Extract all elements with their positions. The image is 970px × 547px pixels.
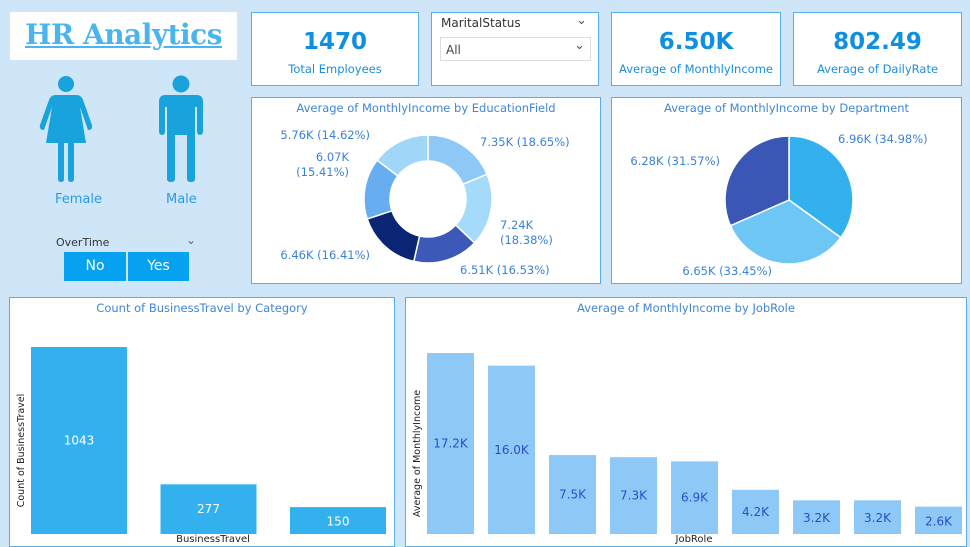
- data-label: 6.28K (31.57%): [630, 154, 720, 168]
- chart-title: Average of MonthlyIncome by EducationFie…: [296, 101, 556, 115]
- x-axis-title: BusinessTravel: [176, 534, 250, 545]
- bar[interactable]: [854, 500, 901, 534]
- bar-label: 3.2K: [803, 511, 831, 525]
- total-employees-card: 1470 Total Employees: [251, 12, 419, 86]
- jobrole-bar-chart: 17.2K 16.0K 7.5K 7.3K 6.9K 4.2K 3.2K 3.2K 2.6K Jo…: [412, 353, 962, 545]
- avg-monthly-income-card: 6.50K Average of MonthlyIncome: [611, 12, 781, 86]
- education-slice[interactable]: [376, 134, 429, 177]
- department-slice[interactable]: [788, 135, 854, 239]
- bar[interactable]: [31, 347, 127, 534]
- data-label: 6.46K (16.41%): [280, 248, 370, 262]
- data-label: 7.35K (18.65%): [480, 135, 570, 149]
- education-donut-chart: 7.35K (18.65%) 7.24K(18.38%) 6.51K (16.53%…: [280, 128, 570, 277]
- bar-label: 3.2K: [864, 511, 892, 525]
- report-title: HR Analytics: [10, 12, 237, 60]
- y-axis-title: Count of BusinessTravel: [16, 394, 27, 508]
- chevron-down-icon[interactable]: ⌄: [186, 233, 197, 247]
- bar-label: 7.3K: [620, 489, 648, 503]
- kpi-label: Average of DailyRate: [816, 62, 939, 76]
- chart-title: Count of BusinessTravel by Category: [96, 301, 308, 315]
- chart-title: Average of MonthlyIncome by JobRole: [577, 301, 795, 315]
- bar[interactable]: [915, 506, 962, 534]
- kpi-value: 6.50K: [658, 29, 734, 55]
- bar[interactable]: [732, 489, 779, 534]
- department-slice[interactable]: [729, 199, 842, 265]
- marital-status-dropdown[interactable]: All ⌄: [440, 37, 591, 61]
- chart-title: Average of MonthlyIncome by Department: [664, 101, 909, 115]
- bar-label: 4.2K: [742, 505, 770, 519]
- x-axis-title: JobRole: [675, 534, 713, 545]
- slicer-label: MaritalStatus: [441, 16, 521, 30]
- data-label: (18.38%): [500, 233, 553, 247]
- data-label: 6.07K: [316, 150, 350, 164]
- male-label: Male: [166, 192, 197, 207]
- data-label: (15.41%): [296, 165, 349, 179]
- jobrole-panel: Average of MonthlyIncome by JobRole 17.2…: [405, 297, 967, 547]
- department-slice[interactable]: [724, 135, 790, 227]
- data-label: 6.51K (16.53%): [460, 263, 550, 277]
- overtime-label: OverTime: [56, 236, 110, 249]
- bar[interactable]: [488, 365, 535, 534]
- male-icon[interactable]: [157, 75, 205, 183]
- female-icon[interactable]: [38, 75, 94, 183]
- education-slice[interactable]: [427, 134, 488, 186]
- bar-label: 16.0K: [494, 443, 530, 457]
- data-label: 5.76K (14.62%): [280, 128, 370, 142]
- business-travel-bar-chart: 1043 277 150 BusinessTravel Count of Busines…: [16, 347, 386, 545]
- chevron-down-icon[interactable]: ⌄: [576, 13, 587, 28]
- kpi-value: 1470: [302, 29, 367, 55]
- department-pie-chart: 6.96K (34.98%) 6.65K (33.45%) 6.28K (31.57…: [630, 132, 928, 278]
- bar-label: 17.2K: [433, 437, 469, 451]
- bar-label: 6.9K: [681, 491, 709, 505]
- education-slice[interactable]: [366, 209, 421, 263]
- bar[interactable]: [427, 353, 474, 534]
- chevron-down-icon: ⌄: [574, 38, 585, 53]
- kpi-label: Total Employees: [288, 62, 382, 76]
- overtime-no-button[interactable]: No: [64, 252, 126, 281]
- education-donut-panel: Average of MonthlyIncome by EducationFie…: [251, 97, 601, 284]
- bar-label: 1043: [64, 434, 95, 448]
- female-label: Female: [55, 192, 103, 207]
- data-label: 6.96K (34.98%): [838, 132, 928, 146]
- department-pie-panel: Average of MonthlyIncome by Department 6…: [611, 97, 962, 284]
- avg-daily-rate-card: 802.49 Average of DailyRate: [793, 12, 962, 86]
- data-label: 6.65K (33.45%): [682, 264, 772, 278]
- overtime-yes-button[interactable]: Yes: [128, 252, 189, 281]
- data-label: 7.24K: [500, 218, 534, 232]
- bar-label: 150: [327, 515, 350, 529]
- bar[interactable]: [290, 507, 386, 534]
- bar-label: 2.6K: [925, 514, 953, 528]
- bar-label: 277: [197, 502, 220, 516]
- bar-label: 7.5K: [559, 488, 587, 502]
- y-axis-title: Average of MonthlyIncome: [412, 390, 423, 517]
- business-travel-panel: Count of BusinessTravel by Category 1043…: [9, 297, 395, 547]
- bar[interactable]: [610, 457, 657, 534]
- bar[interactable]: [671, 461, 718, 534]
- kpi-label: Average of MonthlyIncome: [619, 62, 773, 76]
- bar[interactable]: [160, 484, 257, 534]
- bar[interactable]: [793, 500, 840, 534]
- kpi-value: 802.49: [833, 29, 922, 55]
- bar[interactable]: [549, 455, 596, 534]
- marital-status-slicer: MaritalStatus ⌄ All ⌄: [431, 12, 599, 86]
